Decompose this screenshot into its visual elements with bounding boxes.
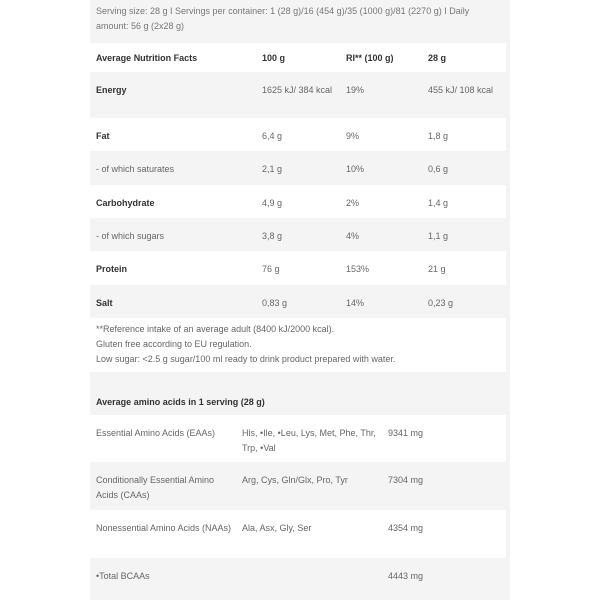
nutrient-name: Salt — [96, 298, 113, 308]
nutrition-panel: Serving size: 28 g I Servings per contai… — [90, 0, 510, 600]
value-ri: 19% — [346, 85, 365, 95]
header-ri: RI** (100 g) — [346, 53, 394, 63]
nutrition-row: - of which sugars 3,8 g 4% 1,1 g — [90, 218, 506, 251]
amino-value: 7304 mg — [388, 475, 424, 485]
nutrition-header-row: Average Nutrition Facts 100 g RI** (100 … — [90, 43, 506, 72]
amino-value: 4354 mg — [388, 523, 424, 533]
value-100g: 0,83 g — [262, 298, 288, 308]
amino-title: Average amino acids in 1 serving (28 g) — [96, 397, 265, 407]
value-ri: 153% — [346, 264, 370, 274]
value-ri: 9% — [346, 131, 360, 141]
value-ri: 4% — [346, 231, 360, 241]
nutrition-row: - of which saturates 2,1 g 10% 0,6 g — [90, 151, 506, 185]
amino-row: •Total BCAAs 4443 mg — [90, 558, 506, 600]
amino-value: 9341 mg — [388, 428, 424, 438]
header-100g: 100 g — [262, 53, 286, 63]
amino-group-name: Essential Amino Acids (EAAs) — [96, 428, 216, 438]
nutrient-name: Protein — [96, 264, 128, 274]
nutrient-name: Energy — [96, 85, 127, 95]
header-label: Average Nutrition Facts — [96, 53, 198, 63]
notes-block: **Reference intake of an average adult (… — [90, 318, 506, 372]
amino-list: Arg, Cys, Gln/Glx, Pro, Tyr — [242, 475, 348, 485]
value-28g: 0,23 g — [428, 298, 454, 308]
amino-list: His, •Ile, •Leu, Lys, Met, Phe, Thr, Trp… — [242, 428, 376, 453]
value-100g: 3,8 g — [262, 231, 283, 241]
value-28g: 455 kJ/ 108 kcal — [428, 85, 494, 95]
value-100g: 1625 kJ/ 384 kcal — [262, 85, 333, 95]
nutrition-row: Fat 6,4 g 9% 1,8 g — [90, 118, 506, 151]
serving-info: Serving size: 28 g I Servings per contai… — [96, 6, 470, 31]
header-28g: 28 g — [428, 53, 447, 63]
nutrient-name: Fat — [96, 131, 110, 141]
amino-group-name: Conditionally Essential Amino Acids (CAA… — [96, 475, 215, 500]
value-28g: 0,6 g — [428, 164, 449, 174]
value-ri: 10% — [346, 164, 365, 174]
amino-row: Nonessential Amino Acids (NAAs) Ala, Asx,… — [90, 510, 506, 558]
nutrient-name: - of which saturates — [96, 164, 175, 174]
nutrition-row: Protein 76 g 153% 21 g — [90, 251, 506, 285]
amino-group-name: •Total BCAAs — [96, 571, 150, 581]
value-ri: 14% — [346, 298, 365, 308]
value-100g: 76 g — [262, 264, 280, 274]
note-sugar: Low sugar: <2.5 g sugar/100 ml ready to … — [96, 354, 396, 364]
nutrient-name: Carbohydrate — [96, 198, 155, 208]
note-ri: **Reference intake of an average adult (… — [96, 324, 335, 334]
value-28g: 1,1 g — [428, 231, 449, 241]
amino-group-name: Nonessential Amino Acids (NAAs) — [96, 523, 232, 533]
value-100g: 2,1 g — [262, 164, 283, 174]
nutrient-name: - of which sugars — [96, 231, 165, 241]
amino-list: Ala, Asx, Gly, Ser — [242, 523, 312, 533]
amino-value: 4443 mg — [388, 571, 424, 581]
nutrition-row: Energy 1625 kJ/ 384 kcal 19% 455 kJ/ 108 kc… — [90, 72, 506, 118]
note-gluten: Gluten free according to EU regulation. — [96, 339, 252, 349]
value-28g: 1,8 g — [428, 131, 449, 141]
value-100g: 6,4 g — [262, 131, 283, 141]
value-100g: 4,9 g — [262, 198, 283, 208]
value-28g: 1,4 g — [428, 198, 449, 208]
amino-row: Conditionally Essential Amino Acids (CAA… — [90, 462, 506, 510]
nutrition-row: Carbohydrate 4,9 g 2% 1,4 g — [90, 185, 506, 218]
nutrition-row: Salt 0,83 g 14% 0,23 g — [90, 285, 506, 318]
value-28g: 21 g — [428, 264, 446, 274]
amino-row: Essential Amino Acids (EAAs) His, •Ile, •… — [90, 415, 506, 462]
amino-title-row: Average amino acids in 1 serving (28 g) — [90, 372, 506, 415]
value-ri: 2% — [346, 198, 360, 208]
